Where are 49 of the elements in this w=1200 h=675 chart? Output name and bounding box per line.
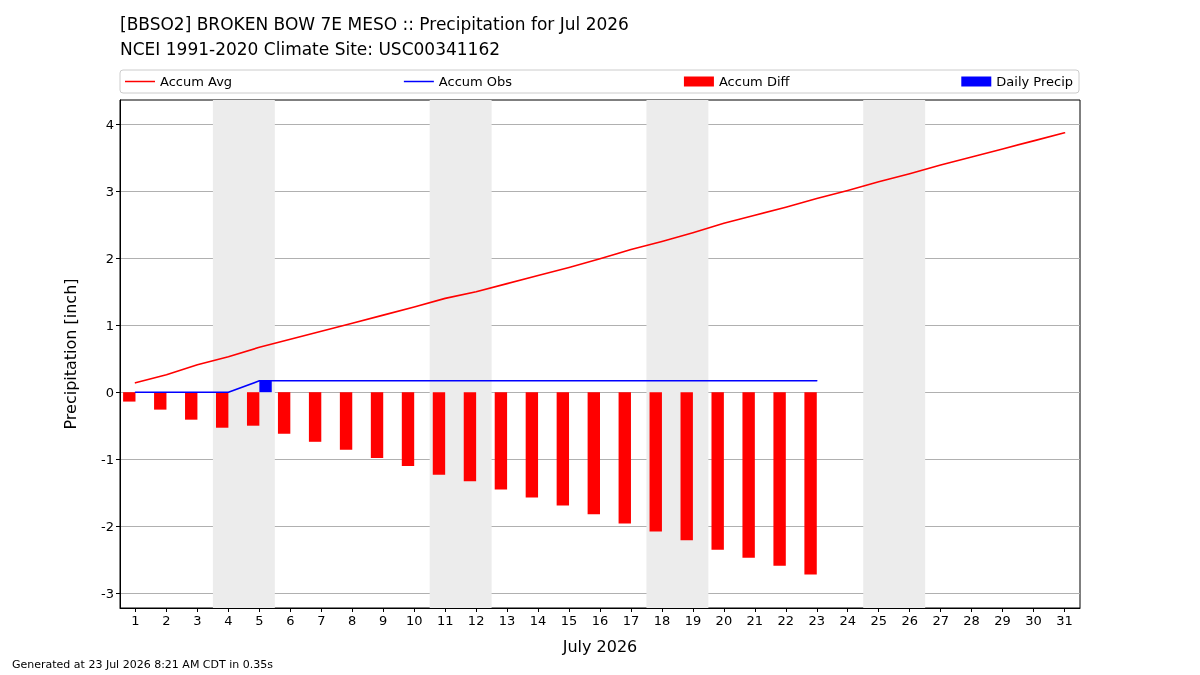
y-tick-label: -1 bbox=[101, 451, 114, 467]
x-tick-label: 6 bbox=[286, 613, 295, 628]
text: Generated at 23 Jul 2026 8:21 AM CDT in 0.35s bbox=[12, 658, 274, 671]
x-tick-label: 14 bbox=[529, 613, 547, 628]
x-tick-label: 27 bbox=[932, 613, 949, 628]
x-tick-label: 31 bbox=[1056, 613, 1073, 628]
legend-label: Daily Precip bbox=[996, 74, 1074, 89]
legend-label: Accum Avg bbox=[160, 74, 233, 89]
x-tick-label: 8 bbox=[348, 613, 357, 628]
x-tick-label: 1 bbox=[131, 613, 140, 628]
x-tick-label: 7 bbox=[317, 613, 326, 628]
x-axis-title: July 2026 bbox=[561, 636, 638, 656]
x-tick-label: 16 bbox=[591, 613, 609, 628]
y-tick-label: 3 bbox=[105, 183, 114, 199]
x-tick-label: 15 bbox=[560, 613, 578, 628]
legend-label: Accum Obs bbox=[438, 74, 513, 89]
x-tick-label: 30 bbox=[1025, 613, 1042, 628]
y-axis-title: Precipitation [inch] bbox=[60, 278, 80, 430]
y-tick-label: -2 bbox=[101, 518, 114, 534]
y-tick-label: 0 bbox=[105, 384, 114, 400]
x-tick-label: 20 bbox=[715, 613, 733, 628]
x-tick-label: 2 bbox=[162, 613, 171, 628]
x-tick-label: 28 bbox=[963, 613, 980, 628]
y-tick-label: 1 bbox=[105, 317, 114, 333]
y-tick-label: 2 bbox=[105, 250, 114, 266]
x-tick-label: 19 bbox=[684, 613, 702, 628]
x-tick-label: 9 bbox=[379, 613, 388, 628]
chart-title: [BBSO2] BROKEN BOW 7E MESO :: Precipitation for Jul 2026 bbox=[120, 13, 629, 34]
x-tick-label: 10 bbox=[405, 613, 423, 628]
x-tick-label: 5 bbox=[255, 613, 264, 628]
x-tick-label: 17 bbox=[622, 613, 640, 628]
x-tick-label: 3 bbox=[193, 613, 202, 628]
x-tick-label: 18 bbox=[653, 613, 671, 628]
x-tick-label: 12 bbox=[467, 613, 485, 628]
x-tick-label: 4 bbox=[224, 613, 233, 628]
x-tick-label: 22 bbox=[777, 613, 795, 628]
line-series bbox=[134, 132, 1066, 384]
x-tick-label: 21 bbox=[746, 613, 764, 628]
legend-label: Accum Diff bbox=[718, 74, 791, 89]
x-tick-label: 11 bbox=[436, 613, 454, 628]
x-tick-label: 26 bbox=[901, 613, 918, 628]
x-tick-label: 25 bbox=[870, 613, 887, 628]
x-tick-label: 23 bbox=[808, 613, 826, 628]
x-tick-label: 13 bbox=[498, 613, 516, 628]
chart-subtitle: NCEI 1991-2020 Climate Site: USC00341162 bbox=[120, 38, 501, 59]
y-tick-label: -3 bbox=[101, 585, 114, 601]
y-tick-label: 4 bbox=[105, 116, 114, 132]
x-tick-label: 29 bbox=[994, 613, 1011, 628]
x-tick-label: 24 bbox=[839, 613, 857, 628]
